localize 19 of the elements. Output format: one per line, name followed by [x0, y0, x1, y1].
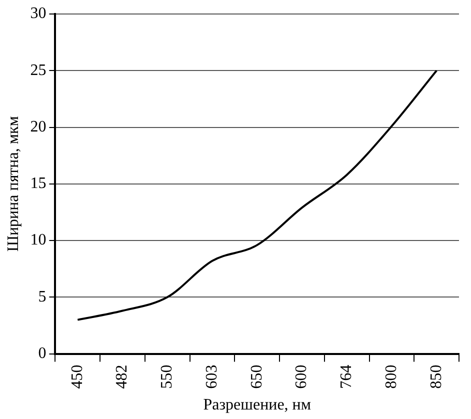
y-tick-label: 25	[30, 62, 46, 79]
x-tick-label: 603	[203, 364, 220, 389]
x-tick-label: 550	[158, 364, 176, 389]
x-axis-title: Разрешение, нм	[203, 396, 311, 414]
x-tick-label: 800	[382, 364, 400, 389]
y-axis-title: Ширина пятна, мкм	[4, 116, 22, 252]
x-tick-label: 600	[293, 364, 310, 389]
x-tick-label: 482	[114, 364, 131, 389]
x-tick-label: 450	[68, 364, 86, 389]
y-tick-label: 0	[38, 345, 46, 362]
y-tick-label: 20	[30, 118, 46, 136]
y-tick-label: 5	[38, 288, 46, 306]
y-tick-label: 15	[30, 175, 46, 192]
y-tick-label: 30	[30, 5, 46, 22]
x-tick-label: 850	[428, 364, 445, 389]
x-tick-label: 764	[338, 364, 356, 389]
line-series	[76, 70, 438, 321]
y-tick-label: 10	[30, 232, 46, 249]
x-tick-label: 650	[248, 364, 266, 389]
